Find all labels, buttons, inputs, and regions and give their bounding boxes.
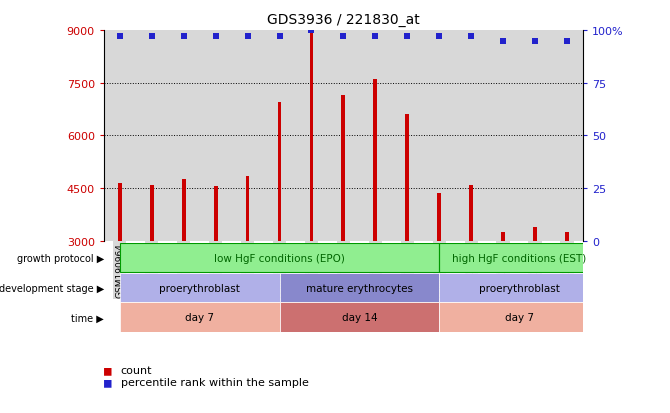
Point — [306, 28, 317, 34]
Text: day 14: day 14 — [342, 313, 377, 323]
Bar — [438, 194, 441, 241]
Bar — [279, 273, 440, 303]
Text: proerythroblast: proerythroblast — [478, 283, 559, 293]
Bar — [469, 185, 473, 241]
Point — [402, 34, 413, 40]
Bar — [440, 243, 599, 273]
Text: ■: ■ — [104, 375, 119, 389]
Bar — [487, 31, 519, 241]
Point — [210, 34, 221, 40]
Bar — [136, 31, 168, 241]
Bar — [277, 103, 281, 241]
Point — [561, 38, 572, 45]
Bar — [295, 31, 328, 241]
Text: low HgF conditions (EPO): low HgF conditions (EPO) — [214, 253, 345, 263]
Bar — [342, 96, 345, 241]
Text: percentile rank within the sample: percentile rank within the sample — [121, 377, 308, 387]
Bar — [168, 31, 200, 241]
Point — [434, 34, 445, 40]
Bar — [120, 243, 440, 273]
Text: time ▶: time ▶ — [71, 313, 104, 323]
Point — [243, 34, 253, 40]
Bar — [551, 31, 583, 241]
Bar — [501, 233, 505, 241]
Point — [370, 34, 381, 40]
Text: high HgF conditions (EST): high HgF conditions (EST) — [452, 253, 586, 263]
Bar — [279, 303, 440, 332]
Text: growth protocol ▶: growth protocol ▶ — [17, 253, 104, 263]
Bar — [440, 273, 599, 303]
Bar — [565, 233, 569, 241]
Point — [498, 38, 509, 45]
Bar — [118, 183, 122, 241]
Bar — [373, 80, 377, 241]
Bar — [328, 31, 359, 241]
Bar — [440, 244, 599, 273]
Text: mature erythrocytes: mature erythrocytes — [306, 283, 413, 293]
Text: day 7: day 7 — [505, 313, 533, 323]
Bar — [214, 187, 218, 241]
Point — [529, 38, 540, 45]
Bar — [120, 273, 279, 303]
Point — [115, 34, 125, 40]
Bar — [120, 244, 440, 273]
Bar — [423, 31, 455, 241]
Text: count: count — [121, 365, 152, 375]
Text: ■: ■ — [104, 363, 119, 376]
Bar — [359, 31, 391, 241]
Bar — [182, 180, 186, 241]
Bar — [246, 176, 249, 241]
Bar — [263, 31, 295, 241]
Bar — [200, 31, 232, 241]
Bar — [120, 303, 279, 332]
Bar — [391, 31, 423, 241]
Point — [274, 34, 285, 40]
Point — [178, 34, 189, 40]
Bar — [232, 31, 263, 241]
Bar — [519, 31, 551, 241]
Bar — [310, 31, 314, 241]
Text: development stage ▶: development stage ▶ — [0, 283, 104, 293]
Bar — [104, 31, 136, 241]
Text: day 7: day 7 — [185, 313, 214, 323]
Point — [466, 34, 476, 40]
Bar — [533, 227, 537, 241]
Title: GDS3936 / 221830_at: GDS3936 / 221830_at — [267, 13, 419, 27]
Bar — [440, 303, 599, 332]
Bar — [455, 31, 487, 241]
Point — [338, 34, 348, 40]
Bar — [150, 186, 153, 241]
Text: proerythroblast: proerythroblast — [159, 283, 240, 293]
Point — [146, 34, 157, 40]
Bar — [405, 115, 409, 241]
